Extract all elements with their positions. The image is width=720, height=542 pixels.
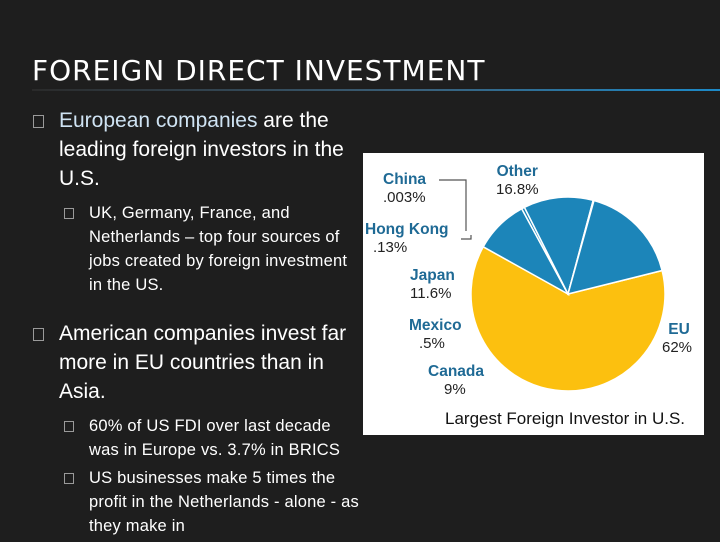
label-mexico: Mexico .5% xyxy=(409,317,462,353)
label-hong-kong-value: .13% xyxy=(373,239,408,256)
leader-lines xyxy=(439,179,472,240)
pie-chart-image: China .003% Other 16.8% Hong Kong .13% J… xyxy=(363,153,704,435)
bullet-box-icon xyxy=(33,115,44,128)
bullet-box-icon xyxy=(33,328,44,341)
bullet-list: European companies are the leading forei… xyxy=(32,106,362,542)
label-eu: EU 62% xyxy=(662,321,692,357)
label-mexico-value: .5% xyxy=(419,335,445,352)
sub-bullet-box-icon xyxy=(64,473,74,484)
bullet-1: European companies are the leading forei… xyxy=(32,106,362,193)
bullet-1-highlight: European companies xyxy=(59,109,258,132)
bullet-1-sub-1: UK, Germany, France, and Netherlands – t… xyxy=(32,201,362,297)
label-hong-kong: Hong Kong .13% xyxy=(365,221,449,257)
label-canada-name: Canada xyxy=(428,363,484,380)
pie-slice-eu xyxy=(470,245,666,392)
label-japan-value: 11.6% xyxy=(410,285,452,302)
label-china-name: China xyxy=(383,171,427,188)
bullet-1-sub-1-text: UK, Germany, France, and Netherlands – t… xyxy=(89,204,348,294)
bullet-2-sub-2: US businesses make 5 times the profit in… xyxy=(32,466,362,538)
label-japan-name: Japan xyxy=(410,267,455,284)
leader-line-hong-kong xyxy=(461,235,472,240)
label-other-name: Other xyxy=(496,163,538,180)
label-mexico-name: Mexico xyxy=(409,317,462,334)
chart-caption: Largest Foreign Investor in U.S. xyxy=(445,409,686,428)
bullet-2: American companies invest far more in EU… xyxy=(32,319,362,406)
bullet-2-text: American companies invest far more in EU… xyxy=(59,322,347,403)
label-other: Other 16.8% xyxy=(496,163,539,199)
label-japan: Japan 11.6% xyxy=(410,267,455,303)
pie-slice-japan xyxy=(523,196,595,297)
label-china-value: .003% xyxy=(383,189,426,206)
leader-line-china xyxy=(439,179,467,231)
bullet-1-text: are the leading foreign investors in the… xyxy=(59,109,344,190)
label-canada-value: 9% xyxy=(444,381,466,398)
label-eu-value: 62% xyxy=(662,339,693,356)
label-eu-name: EU xyxy=(668,321,690,338)
pie-slice-other xyxy=(566,199,664,296)
label-china: China .003% xyxy=(383,171,426,207)
label-canada: Canada 9% xyxy=(428,363,484,399)
title-underline xyxy=(32,89,720,91)
sub-bullet-box-icon xyxy=(64,421,74,432)
bullet-2-sub-1-text: 60% of US FDI over last decade was in Eu… xyxy=(89,417,341,459)
sub-bullet-box-icon xyxy=(64,208,74,219)
bullet-2-sub-2-text: US businesses make 5 times the profit in… xyxy=(89,469,359,535)
pie-chart xyxy=(439,179,666,392)
label-other-value: 16.8% xyxy=(496,181,539,198)
slide-title: FOREIGN DIRECT INVESTMENT xyxy=(32,54,486,87)
bullet-2-sub-1: 60% of US FDI over last decade was in Eu… xyxy=(32,414,362,462)
label-hong-kong-name: Hong Kong xyxy=(365,221,449,238)
